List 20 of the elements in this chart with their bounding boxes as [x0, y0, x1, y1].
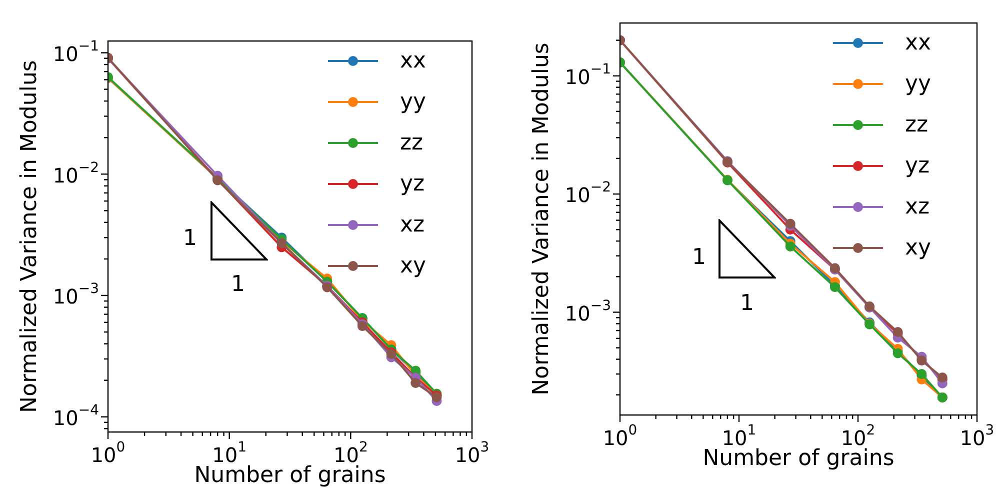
legend-label: xy [905, 236, 932, 261]
y-axis-title: Normalized Variance in Modulus [17, 60, 42, 413]
annotation: 1 [183, 226, 197, 252]
annotation: 1 [740, 290, 754, 316]
legend-label: xz [400, 212, 425, 238]
legend-label: xz [905, 194, 930, 220]
x-axis-title: Number of grains [702, 446, 894, 471]
legend-label: yz [905, 154, 930, 179]
legend-label: xx [905, 30, 932, 56]
legend-label: zz [905, 112, 928, 138]
x-axis-title: Number of grains [194, 463, 386, 488]
annotation: 1 [692, 244, 706, 270]
legend-label: yy [400, 90, 426, 115]
legend-label: xx [400, 48, 426, 74]
legend-label: yz [400, 172, 425, 197]
y-axis-title: Normalized Variance in Modulus [529, 42, 554, 396]
legend-label: xy [400, 254, 426, 279]
legend-label: zz [400, 130, 424, 156]
legend-label: yy [905, 72, 932, 97]
annotation: 1 [231, 272, 245, 298]
